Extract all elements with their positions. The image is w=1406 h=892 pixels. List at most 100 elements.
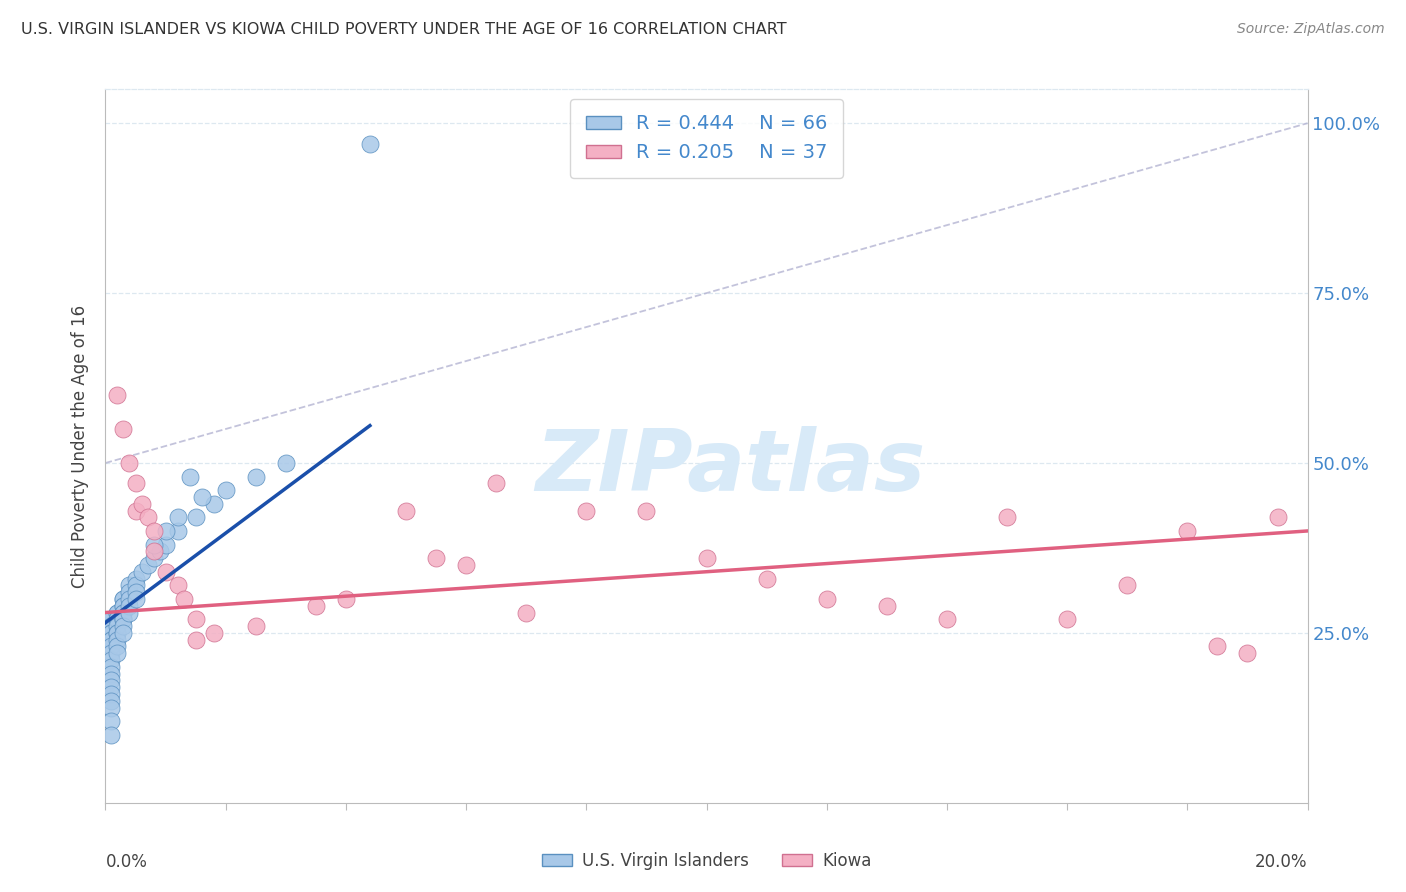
Point bbox=[166, 510, 188, 524]
Point bbox=[112, 422, 135, 436]
Point bbox=[100, 646, 122, 660]
Point bbox=[107, 646, 129, 660]
Point bbox=[936, 612, 959, 626]
Point bbox=[131, 565, 153, 579]
Point bbox=[214, 483, 236, 498]
Point bbox=[636, 503, 658, 517]
Point bbox=[100, 660, 122, 674]
Point bbox=[359, 136, 381, 151]
Point bbox=[173, 591, 195, 606]
Text: 20.0%: 20.0% bbox=[1256, 853, 1308, 871]
Point bbox=[100, 653, 122, 667]
Point bbox=[136, 510, 159, 524]
Point bbox=[1267, 510, 1289, 524]
Point bbox=[100, 673, 122, 688]
Point bbox=[107, 606, 129, 620]
Point bbox=[112, 626, 135, 640]
Point bbox=[107, 612, 129, 626]
Point bbox=[118, 456, 141, 470]
Point bbox=[124, 578, 146, 592]
Point bbox=[112, 591, 135, 606]
Point bbox=[155, 565, 177, 579]
Point bbox=[107, 626, 129, 640]
Point bbox=[124, 585, 146, 599]
Point bbox=[100, 680, 122, 694]
Legend: U.S. Virgin Islanders, Kiowa: U.S. Virgin Islanders, Kiowa bbox=[536, 846, 877, 877]
Point bbox=[100, 700, 122, 714]
Point bbox=[100, 714, 122, 729]
Point bbox=[1175, 524, 1198, 538]
Point bbox=[696, 551, 718, 566]
Point bbox=[245, 469, 267, 483]
Point bbox=[100, 626, 122, 640]
Point bbox=[124, 591, 146, 606]
Point bbox=[131, 497, 153, 511]
Point bbox=[107, 632, 129, 647]
Point bbox=[755, 572, 778, 586]
Point bbox=[425, 551, 447, 566]
Point bbox=[142, 537, 165, 551]
Point bbox=[112, 599, 135, 613]
Point bbox=[118, 585, 141, 599]
Point bbox=[112, 599, 135, 613]
Point bbox=[112, 612, 135, 626]
Point bbox=[124, 572, 146, 586]
Point bbox=[274, 456, 297, 470]
Point bbox=[155, 524, 177, 538]
Point bbox=[112, 606, 135, 620]
Point bbox=[184, 632, 207, 647]
Point bbox=[107, 606, 129, 620]
Point bbox=[100, 640, 122, 654]
Point bbox=[515, 606, 537, 620]
Point bbox=[100, 632, 122, 647]
Point bbox=[305, 599, 328, 613]
Point bbox=[245, 619, 267, 633]
Point bbox=[118, 591, 141, 606]
Point bbox=[107, 612, 129, 626]
Text: 0.0%: 0.0% bbox=[105, 853, 148, 871]
Point bbox=[179, 469, 201, 483]
Point bbox=[100, 687, 122, 701]
Point bbox=[815, 591, 838, 606]
Text: ZIPatlas: ZIPatlas bbox=[536, 425, 925, 509]
Point bbox=[395, 503, 418, 517]
Y-axis label: Child Poverty Under the Age of 16: Child Poverty Under the Age of 16 bbox=[72, 304, 90, 588]
Point bbox=[100, 612, 122, 626]
Point bbox=[112, 619, 135, 633]
Point bbox=[485, 476, 508, 491]
Point bbox=[142, 544, 165, 558]
Point bbox=[107, 640, 129, 654]
Point bbox=[142, 551, 165, 566]
Point bbox=[118, 606, 141, 620]
Point bbox=[202, 497, 225, 511]
Point bbox=[1206, 640, 1229, 654]
Point bbox=[100, 666, 122, 681]
Point bbox=[100, 612, 122, 626]
Point bbox=[335, 591, 357, 606]
Point bbox=[155, 537, 177, 551]
Point bbox=[136, 558, 159, 572]
Point bbox=[112, 606, 135, 620]
Point bbox=[100, 626, 122, 640]
Point bbox=[575, 503, 598, 517]
Point bbox=[100, 619, 122, 633]
Point bbox=[107, 626, 129, 640]
Point bbox=[166, 578, 188, 592]
Text: Source: ZipAtlas.com: Source: ZipAtlas.com bbox=[1237, 22, 1385, 37]
Point bbox=[118, 599, 141, 613]
Point bbox=[876, 599, 898, 613]
Point bbox=[166, 524, 188, 538]
Point bbox=[148, 544, 170, 558]
Point bbox=[107, 388, 129, 402]
Point bbox=[118, 578, 141, 592]
Point bbox=[112, 591, 135, 606]
Point bbox=[112, 612, 135, 626]
Point bbox=[184, 612, 207, 626]
Point bbox=[124, 476, 146, 491]
Point bbox=[190, 490, 212, 504]
Point bbox=[100, 632, 122, 647]
Point bbox=[124, 503, 146, 517]
Point bbox=[454, 558, 477, 572]
Point bbox=[107, 619, 129, 633]
Point bbox=[1056, 612, 1078, 626]
